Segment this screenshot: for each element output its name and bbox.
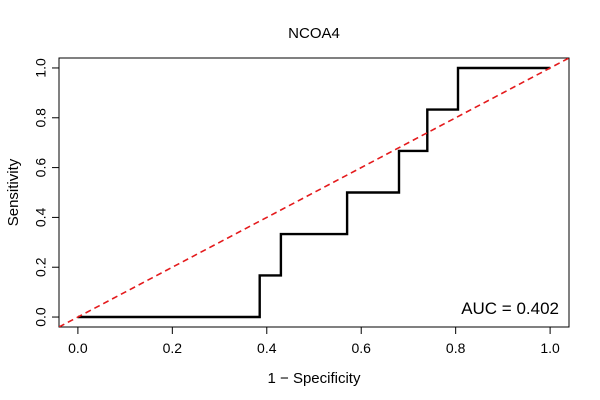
y-axis-label: Sensitivity [5, 158, 22, 226]
chart-title: NCOA4 [288, 25, 340, 42]
x-tick-label: 0.4 [257, 340, 277, 356]
y-tick-label: 0.4 [33, 207, 49, 227]
x-tick-label: 0.0 [68, 340, 88, 356]
x-tick-label: 1.0 [540, 340, 560, 356]
reference-diagonal-line [59, 58, 569, 327]
auc-annotation: AUC = 0.402 [461, 299, 559, 318]
roc-curve-line [77, 66, 551, 319]
x-tick-label: 0.2 [163, 340, 183, 356]
x-tick-label: 0.6 [351, 340, 371, 356]
plot-area [58, 57, 570, 328]
y-axis: 0.0 0.2 0.4 0.6 0.8 1.0 [33, 58, 60, 327]
y-tick-label: 0.2 [33, 257, 49, 277]
y-tick-label: 1.0 [33, 58, 49, 78]
x-axis-label: 1 − Specificity [268, 370, 361, 387]
y-tick-label: 0.6 [33, 158, 49, 178]
x-axis: 0.0 0.2 0.4 0.6 0.8 1.0 [68, 326, 560, 356]
y-tick-label: 0.0 [33, 307, 49, 327]
y-tick-label: 0.8 [33, 108, 49, 128]
x-tick-label: 0.8 [446, 340, 466, 356]
